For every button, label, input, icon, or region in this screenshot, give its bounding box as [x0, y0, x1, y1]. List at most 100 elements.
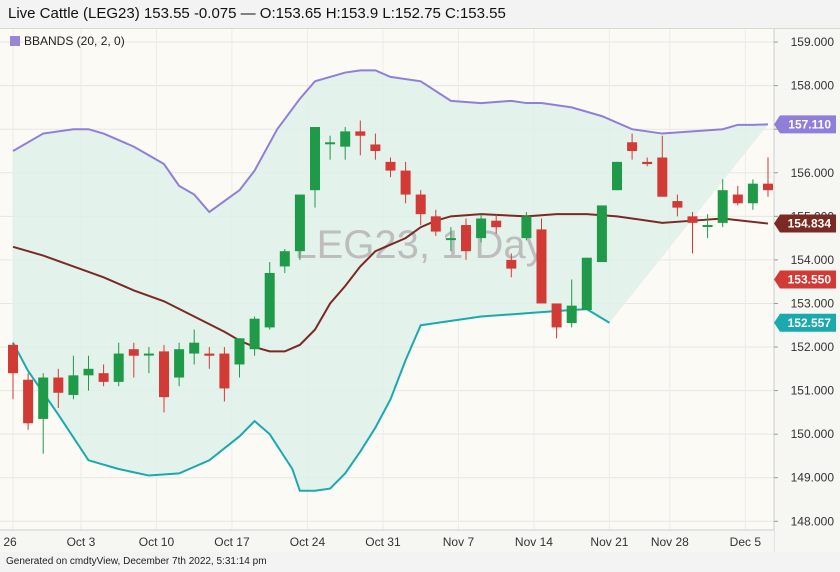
- x-tick-label: Oct 10: [139, 535, 175, 549]
- candle: [642, 157, 653, 167]
- candle-body: [98, 373, 109, 382]
- candle-body: [370, 144, 381, 151]
- x-tick-label: Oct 24: [290, 535, 326, 549]
- y-tick-label: 152.000: [791, 340, 835, 354]
- upper-band-tag-bg: [774, 115, 836, 134]
- y-tick-label: 148.000: [791, 514, 835, 528]
- candle-body: [189, 342, 200, 354]
- candle: [68, 355, 79, 400]
- candle-body: [38, 377, 49, 419]
- candle: [340, 127, 351, 160]
- last-price-tag: 153.550: [774, 270, 836, 289]
- x-tick-label: Nov 7: [443, 535, 475, 549]
- candle-body: [355, 131, 366, 136]
- candle: [400, 161, 411, 204]
- x-tick-label: Oct 17: [214, 535, 250, 549]
- candle: [204, 347, 215, 369]
- candle: [294, 194, 305, 260]
- candle-body: [415, 194, 426, 215]
- candle-body: [702, 225, 713, 228]
- candle: [732, 185, 743, 206]
- y-tick-label: 156.000: [791, 166, 835, 180]
- candle-body: [385, 161, 396, 171]
- lower-band-line: [12, 308, 610, 492]
- upper-band-tag: 157.110: [774, 115, 836, 134]
- candle: [596, 205, 607, 263]
- candle-body: [430, 216, 441, 232]
- candle-body: [476, 218, 487, 239]
- candle-body: [461, 225, 471, 252]
- middle-band-tag-bg: [774, 214, 836, 233]
- candle-body: [325, 142, 336, 145]
- candle: [264, 262, 275, 330]
- candle-body: [551, 303, 562, 328]
- candle-body: [249, 318, 260, 350]
- candle: [113, 342, 124, 387]
- candle-body: [340, 131, 351, 147]
- candle-body: [687, 216, 698, 223]
- candle: [143, 347, 154, 374]
- legend-swatch: [10, 36, 20, 46]
- candle: [702, 214, 713, 239]
- middle-band-tag: 154.834: [774, 214, 836, 233]
- candle-body: [264, 272, 275, 328]
- candle-body: [294, 194, 305, 252]
- candle: [128, 342, 139, 378]
- candle: [581, 257, 592, 310]
- lower-band-tag: 152.557: [774, 313, 836, 332]
- x-tick-label: Oct 3: [67, 535, 96, 549]
- candle: [672, 194, 683, 217]
- x-tick-label: 26: [3, 535, 17, 549]
- candle: [536, 218, 547, 304]
- candle: [234, 338, 245, 378]
- candle: [551, 303, 562, 339]
- y-tick-label: 154.000: [791, 253, 835, 267]
- candle-body: [732, 194, 743, 204]
- candle-body: [310, 127, 320, 191]
- candle: [415, 190, 426, 226]
- candle-body: [53, 377, 64, 393]
- candle-body: [642, 161, 653, 165]
- generated-note: Generated on cmdtyView, December 7th 202…: [6, 556, 267, 567]
- candle: [83, 355, 94, 391]
- x-tick-label: Dec 5: [730, 535, 762, 549]
- candle: [461, 218, 471, 260]
- candle-body: [174, 349, 185, 378]
- candle-body: [717, 190, 728, 223]
- candle: [310, 127, 320, 208]
- middle-band-line: [12, 213, 769, 353]
- candle: [627, 133, 638, 160]
- candle-body: [506, 259, 517, 269]
- candle-body: [68, 375, 79, 395]
- candle: [8, 342, 18, 400]
- lower-band-tag-text: 152.557: [788, 316, 832, 330]
- y-tick-label: 150.000: [791, 427, 835, 441]
- candle-body: [143, 353, 154, 356]
- candle: [566, 279, 577, 328]
- candle-body: [113, 353, 124, 382]
- candle-body: [8, 344, 18, 374]
- candle-body: [445, 238, 456, 241]
- candle-body: [536, 229, 547, 304]
- indicator-legend[interactable]: BBANDS (20, 2, 0): [10, 34, 125, 48]
- candle-body: [612, 161, 622, 191]
- candle-body: [159, 351, 169, 398]
- x-tick-label: Nov 14: [515, 535, 553, 549]
- candle-body: [219, 353, 230, 389]
- x-tick-label: Nov 21: [590, 535, 628, 549]
- candle: [279, 249, 290, 273]
- candle-body: [747, 183, 758, 204]
- candle: [325, 135, 336, 160]
- candle-body: [581, 257, 592, 310]
- candle-body: [672, 201, 683, 208]
- candle-body: [204, 353, 215, 356]
- chart-title: Live Cattle (LEG23) 153.55 -0.075 — O:15…: [8, 5, 506, 22]
- y-tick-label: 159.000: [791, 35, 835, 49]
- candle: [747, 179, 758, 210]
- candle: [521, 211, 532, 241]
- candle-body: [234, 338, 245, 365]
- candle-body: [566, 305, 577, 324]
- candle: [370, 133, 381, 160]
